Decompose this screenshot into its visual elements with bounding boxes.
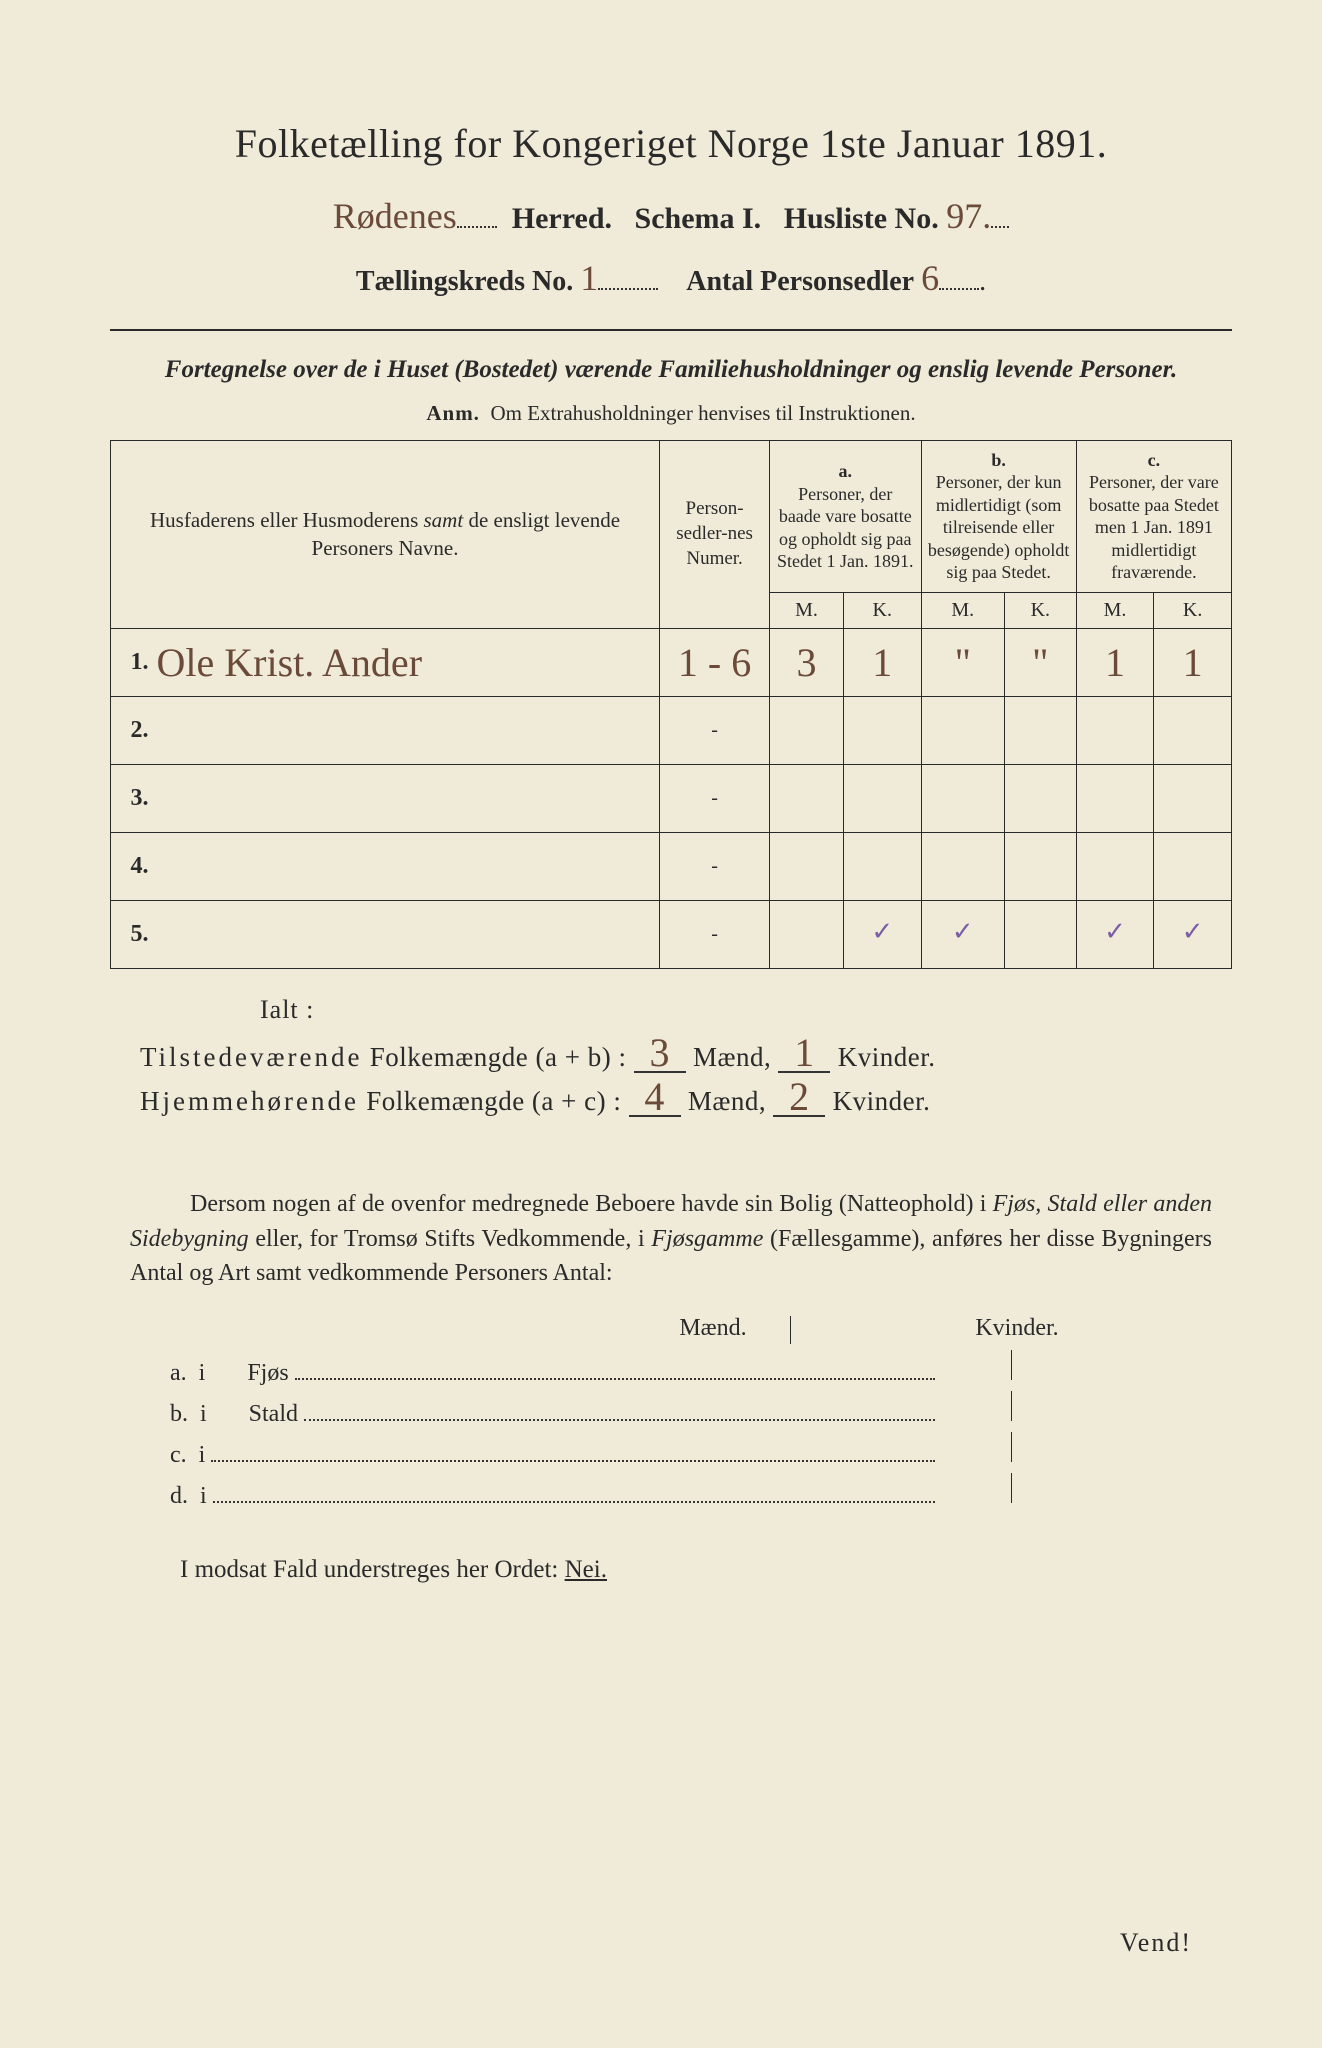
tot2-m: 4 xyxy=(629,1079,681,1117)
row-name: Ole Krist. Ander xyxy=(157,640,423,685)
tot1-label-a: Tilstedeværende xyxy=(140,1042,363,1072)
row-num: 4. xyxy=(111,832,153,900)
total-present: Tilstedeværende Folkemængde (a + b) : 3 … xyxy=(140,1035,1232,1073)
list-a-label: a. i Fjøs xyxy=(170,1360,289,1387)
tick-mark: ✓ xyxy=(1104,917,1126,946)
row-sedler: 1 - 6 xyxy=(678,640,751,685)
col-header-num: Person-sedler-nes Numer. xyxy=(660,440,770,628)
tot2-label-b: Folkemængde (a + c) : xyxy=(366,1086,621,1116)
tot2-k: 2 xyxy=(773,1079,825,1117)
list-c-label: c. i xyxy=(170,1442,205,1469)
herred-label: Herred. xyxy=(512,202,612,235)
table-row: 1. Ole Krist. Ander 1 - 6 3 1 " " 1 1 xyxy=(111,628,1232,696)
subheading: Fortegnelse over de i Huset (Bostedet) v… xyxy=(150,353,1192,387)
table-row: 4. - xyxy=(111,832,1232,900)
total-resident: Hjemmehørende Folkemængde (a + c) : 4 Mæ… xyxy=(140,1079,1232,1117)
col-a-m: M. xyxy=(770,592,844,628)
row-cM: 1 xyxy=(1105,640,1125,685)
tot1-m: 3 xyxy=(634,1035,686,1073)
list-item-c: c. i xyxy=(170,1432,1082,1469)
tick-mark: ✓ xyxy=(1182,917,1204,946)
col-c-k: K. xyxy=(1154,592,1232,628)
list-b-label: b. i Stald xyxy=(170,1401,298,1428)
antal-label: Antal Personsedler xyxy=(686,266,914,297)
antal-no-handwritten: 6 xyxy=(921,257,939,299)
anm-text: Om Extrahusholdninger henvises til Instr… xyxy=(490,401,915,425)
anm-label: Anm. xyxy=(426,401,480,425)
list-item-a: a. i Fjøs xyxy=(170,1350,1082,1387)
col-header-c: c. Personer, der vare bosatte paa Stedet… xyxy=(1076,440,1231,592)
col-a-tag: a. xyxy=(839,461,853,481)
list-item-d: d. i xyxy=(170,1473,1082,1510)
kreds-label: Tællingskreds No. xyxy=(356,266,573,297)
kvinder-label: Kvinder. xyxy=(833,1086,931,1116)
table-row: 5. - ✓ ✓ ✓ ✓ xyxy=(111,900,1232,968)
maend-col-label: Mænd. xyxy=(638,1315,788,1342)
tot1-k: 1 xyxy=(778,1035,830,1073)
col-header-b: b. Personer, der kun midlertidigt (som t… xyxy=(921,440,1076,592)
row-name xyxy=(153,764,660,832)
tot1-label-b: Folkemængde (a + b) : xyxy=(370,1042,627,1072)
row-sedler: - xyxy=(660,696,770,764)
maend-label: Mænd, xyxy=(693,1042,771,1072)
row-bK: " xyxy=(1032,640,1048,685)
row-bM: " xyxy=(955,640,971,685)
table-row: 3. - xyxy=(111,764,1232,832)
kreds-no-handwritten: 1 xyxy=(580,257,598,299)
col-b-text: Personer, der kun midlertidigt (som tilr… xyxy=(928,472,1069,582)
anm-line: Anm. Om Extrahusholdninger henvises til … xyxy=(110,401,1232,426)
row-aM: 3 xyxy=(797,640,817,685)
row-num: 5. xyxy=(111,900,153,968)
schema-label: Schema I. xyxy=(635,202,762,235)
col-c-text: Personer, der vare bosatte paa Stedet me… xyxy=(1089,472,1219,582)
page-title: Folketælling for Kongeriget Norge 1ste J… xyxy=(110,120,1232,167)
col-c-tag: c. xyxy=(1148,450,1161,470)
table-row: 2. - xyxy=(111,696,1232,764)
husliste-no-handwritten: 97. xyxy=(946,195,991,237)
census-table: Husfaderens eller Husmoderens samt de en… xyxy=(110,440,1232,969)
row-name xyxy=(153,696,660,764)
mk-header: Mænd. Kvinder. xyxy=(110,1315,1092,1343)
ialt-label: Ialt : xyxy=(260,995,1232,1025)
list-d-label: d. i xyxy=(170,1483,207,1510)
herred-name-handwritten: Rødenes xyxy=(333,195,457,237)
tot2-label-a: Hjemmehørende xyxy=(140,1086,359,1116)
nei-line: I modsat Fald understreges her Ordet: Ne… xyxy=(180,1556,1232,1584)
tick-mark: ✓ xyxy=(871,917,893,946)
col-header-name: Husfaderens eller Husmoderens samt de en… xyxy=(111,440,660,628)
col-a-text: Personer, der baade vare bosatte og opho… xyxy=(777,484,914,572)
col-c-m: M. xyxy=(1076,592,1154,628)
header-line-herred: Rødenes Herred. Schema I. Husliste No. 9… xyxy=(110,195,1232,237)
outbuilding-paragraph: Dersom nogen af de ovenfor medregnede Be… xyxy=(130,1187,1212,1291)
col-b-k: K. xyxy=(1004,592,1076,628)
list-item-b: b. i Stald xyxy=(170,1391,1082,1428)
row-sedler: - xyxy=(660,832,770,900)
col-a-k: K. xyxy=(843,592,921,628)
row-num: 3. xyxy=(111,764,153,832)
row-sedler: - xyxy=(660,764,770,832)
row-aK: 1 xyxy=(872,640,892,685)
header-line-kreds: Tællingskreds No. 1 Antal Personsedler 6… xyxy=(110,257,1232,299)
vend-label: Vend! xyxy=(1120,1928,1192,1958)
nei-word: Nei. xyxy=(565,1556,607,1583)
kvinder-col-label: Kvinder. xyxy=(942,1315,1092,1342)
maend-label: Mænd, xyxy=(688,1086,766,1116)
nei-text: I modsat Fald understreges her Ordet: xyxy=(180,1556,558,1583)
col-header-a: a. Personer, der baade vare bosatte og o… xyxy=(770,440,921,592)
col-b-m: M. xyxy=(921,592,1004,628)
row-num: 1. xyxy=(111,628,153,696)
census-form-page: Folketælling for Kongeriget Norge 1ste J… xyxy=(0,0,1322,2048)
husliste-label: Husliste No. xyxy=(784,202,939,235)
row-sedler: - xyxy=(660,900,770,968)
row-name xyxy=(153,900,660,968)
kvinder-label: Kvinder. xyxy=(838,1042,936,1072)
row-num: 2. xyxy=(111,696,153,764)
row-cK: 1 xyxy=(1183,640,1203,685)
tick-mark: ✓ xyxy=(952,917,974,946)
col-b-tag: b. xyxy=(991,450,1006,470)
row-name xyxy=(153,832,660,900)
divider xyxy=(110,329,1232,331)
